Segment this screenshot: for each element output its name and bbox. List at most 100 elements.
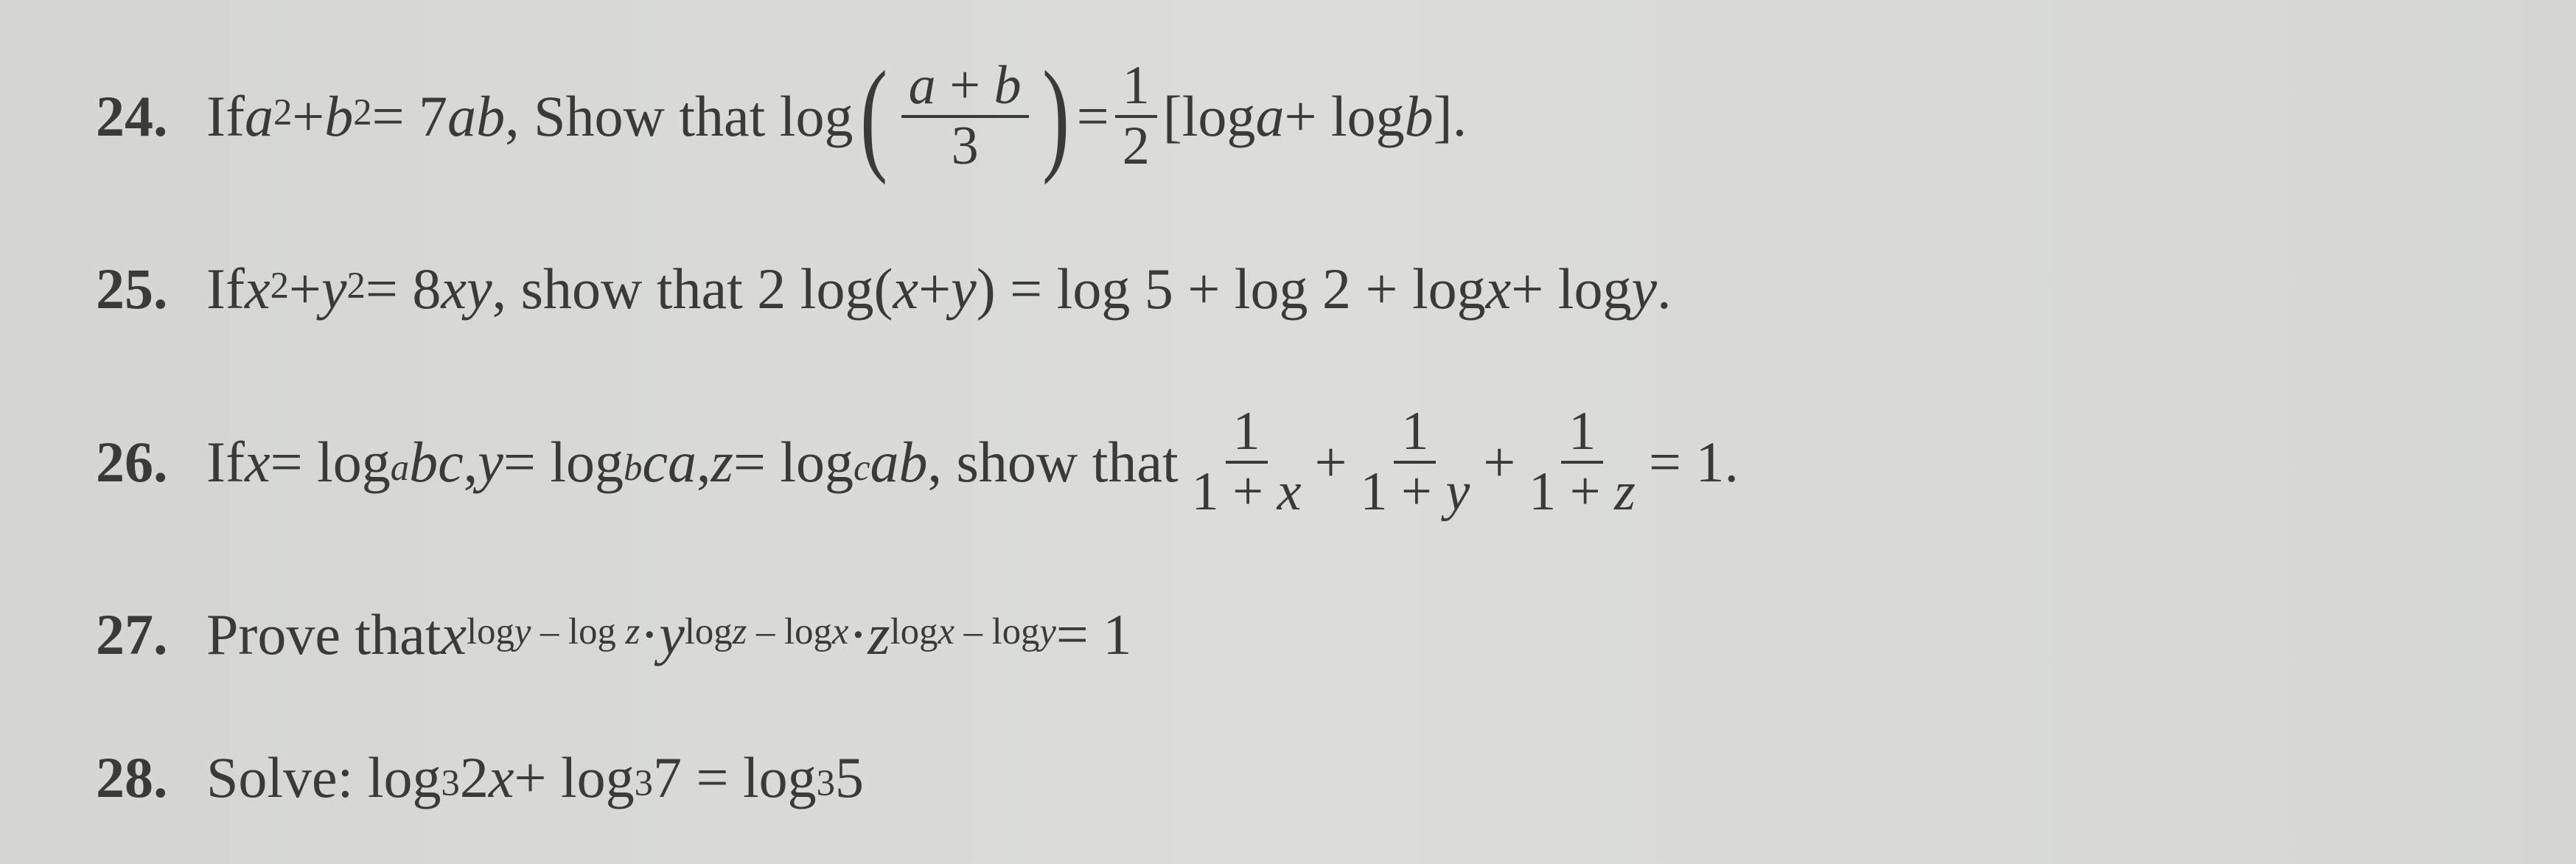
subscript-a: a [391, 449, 409, 487]
fraction-denominator: 3 [944, 118, 986, 175]
fraction: a + b 3 [901, 58, 1029, 175]
text: If [206, 260, 245, 318]
text: Solve: log [206, 749, 441, 806]
var-ab: ab [870, 433, 928, 491]
fraction-denominator: 1 + x [1184, 464, 1309, 521]
var-z: z [711, 433, 733, 491]
text: . [1657, 260, 1672, 318]
fraction-denominator: 1 + z [1521, 464, 1643, 521]
text: = 1. [1649, 433, 1739, 491]
exponent: logz – logx [685, 613, 848, 650]
page: 24. If a 2 + b 2 = 7 ab , Show that log … [0, 0, 2576, 864]
problem-26: 26. If x = log a bc , y = log b ca , z =… [96, 403, 2510, 521]
problem-24: 24. If a 2 + b 2 = 7 ab , Show that log … [96, 58, 2510, 175]
var-ab: ab [447, 88, 505, 145]
var-y: y [1445, 461, 1470, 522]
text: , [464, 433, 478, 491]
var-x: x [832, 610, 849, 652]
text: = 8 [366, 260, 441, 318]
subscript-3: 3 [441, 764, 460, 802]
text: 1 + [1192, 461, 1277, 522]
text: – log [954, 610, 1039, 652]
var-z: z [868, 606, 890, 663]
var-x: x [938, 610, 954, 652]
text: , Show that log [505, 88, 853, 145]
text: + log [1284, 88, 1404, 145]
dot-icon: · [640, 606, 659, 663]
text: = 1 [1056, 606, 1132, 663]
fraction-numerator: 1 [1115, 58, 1157, 118]
var-ca: ca [642, 433, 697, 491]
problem-statement: If x 2 + y 2 = 8 xy , show that 2 log( x… [206, 260, 2510, 318]
var-xy: xy [441, 260, 492, 318]
var-b: b [324, 88, 353, 145]
problem-number: 27. [96, 606, 206, 663]
fraction-half: 1 2 [1115, 58, 1157, 175]
text: = log [270, 433, 391, 491]
var-a: a [1255, 88, 1284, 145]
text: If [206, 88, 245, 145]
subscript-b: b [624, 449, 642, 487]
problem-25: 25. If x 2 + y 2 = 8 xy , show that 2 lo… [96, 260, 2510, 318]
text: If [206, 433, 245, 491]
subscript-c: c [854, 449, 870, 487]
exponent: 2 [273, 94, 292, 131]
exponent: 2 [270, 267, 289, 304]
var-y: y [514, 610, 531, 652]
text: + [918, 260, 951, 318]
var-x: x [245, 433, 270, 491]
var-y: y [659, 606, 685, 663]
problem-statement: Solve: log 3 2 x + log 3 7 = log 3 5 [206, 749, 2510, 806]
text: , show that 2 log( [492, 260, 893, 318]
fraction-denominator: 1 + y [1352, 464, 1477, 521]
text: = log [503, 433, 624, 491]
fraction: 1 1 + x [1184, 403, 1309, 521]
var-b: b [994, 55, 1022, 116]
problem-number: 24. [96, 88, 206, 145]
text: + log [514, 749, 634, 806]
text: + [1314, 433, 1347, 491]
exponent: 2 [347, 267, 366, 304]
var-x: x [441, 606, 467, 663]
var-x: x [245, 260, 270, 318]
subscript-3: 3 [635, 764, 653, 802]
text: ]. [1434, 88, 1467, 145]
subscript-3: 3 [817, 764, 835, 802]
text: 2 [460, 749, 489, 806]
text: = [1077, 88, 1109, 145]
var-y: y [321, 260, 347, 318]
var-a: a [245, 88, 273, 145]
var-y: y [478, 433, 503, 491]
text: – log [531, 610, 625, 652]
var-b: b [1405, 88, 1434, 145]
fraction-numerator: 1 [1394, 403, 1436, 464]
fraction-numerator: 1 [1561, 403, 1603, 464]
fraction: 1 1 + z [1521, 403, 1643, 521]
problem-28: 28. Solve: log 3 2 x + log 3 7 = log 3 5 [96, 749, 2510, 806]
fraction-denominator: 2 [1115, 118, 1157, 175]
text: 5 [835, 749, 864, 806]
text: = log [733, 433, 854, 491]
var-bc: bc [409, 433, 464, 491]
text: Prove that [206, 606, 441, 663]
paren-open-icon: ( [860, 66, 887, 167]
var-x: x [893, 260, 918, 318]
problem-27: 27. Prove that x logy – log z · y logz –… [96, 606, 2510, 663]
text: – log [747, 610, 831, 652]
var-x: x [1486, 260, 1512, 318]
dot-icon: · [848, 606, 868, 663]
text: + [289, 260, 321, 318]
problem-statement: If x = log a bc , y = log b ca , z = log… [206, 403, 2510, 521]
var-z: z [733, 610, 747, 652]
text: 1 + [1529, 461, 1614, 522]
fraction: 1 1 + y [1352, 403, 1477, 521]
text: [log [1163, 88, 1256, 145]
text: + [1483, 433, 1515, 491]
text: 1 + [1360, 461, 1445, 522]
exponent: 2 [353, 94, 371, 131]
problem-number: 28. [96, 749, 206, 806]
text: log [467, 610, 514, 652]
text: , show that [928, 433, 1179, 491]
text: , [697, 433, 711, 491]
var-a: a [909, 55, 936, 116]
